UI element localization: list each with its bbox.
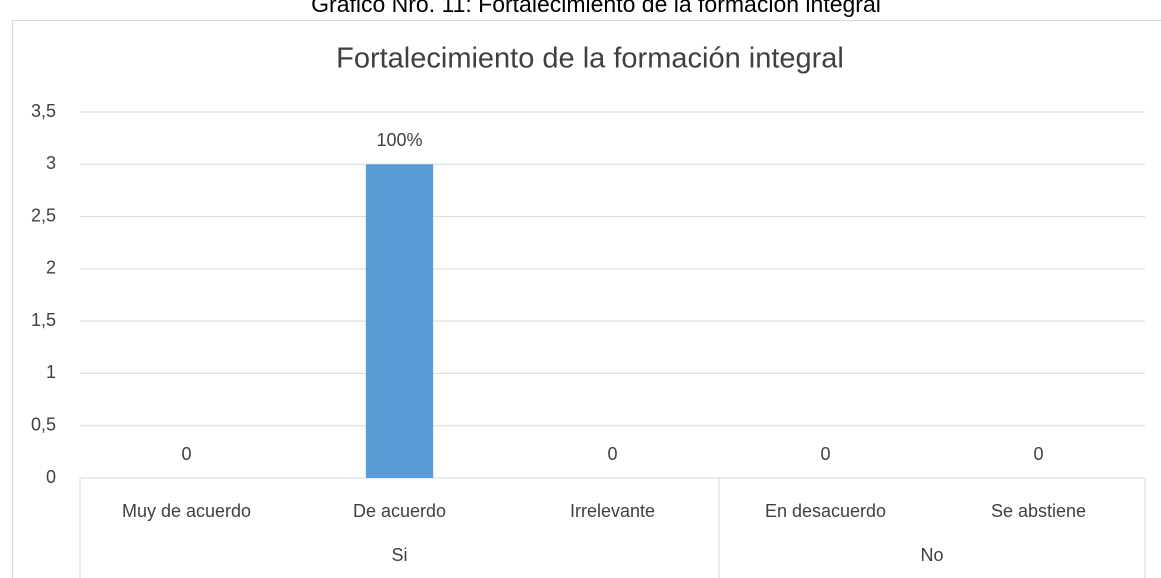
group-label: No [920, 545, 943, 565]
y-tick-label: 3 [46, 153, 56, 173]
caption: Gráfico Nro. 11: Fortalecimiento de la f… [311, 0, 881, 17]
chart-title: Fortalecimiento de la formación integral [336, 43, 844, 75]
y-tick-label: 2 [46, 258, 56, 278]
x-tick-label: En desacuerdo [765, 501, 886, 521]
y-tick-label: 2,5 [31, 205, 56, 225]
y-tick-label: 1 [46, 362, 56, 382]
x-tick-label: Se abstiene [991, 501, 1086, 521]
data-label: 100% [376, 130, 422, 150]
group-label: Si [391, 545, 407, 565]
data-label: 0 [181, 444, 191, 464]
y-tick-label: 0 [46, 467, 56, 487]
y-tick-label: 3,5 [31, 101, 56, 121]
data-label: 0 [820, 444, 830, 464]
y-tick-label: 0,5 [31, 414, 56, 434]
data-label: 0 [607, 444, 617, 464]
chart-border [12, 20, 1161, 578]
y-tick-label: 1,5 [31, 310, 56, 330]
data-label: 0 [1033, 444, 1043, 464]
x-tick-label: Irrelevante [570, 501, 655, 521]
x-tick-label: De acuerdo [353, 501, 446, 521]
x-tick-label: Muy de acuerdo [122, 501, 251, 521]
bar [365, 164, 434, 479]
